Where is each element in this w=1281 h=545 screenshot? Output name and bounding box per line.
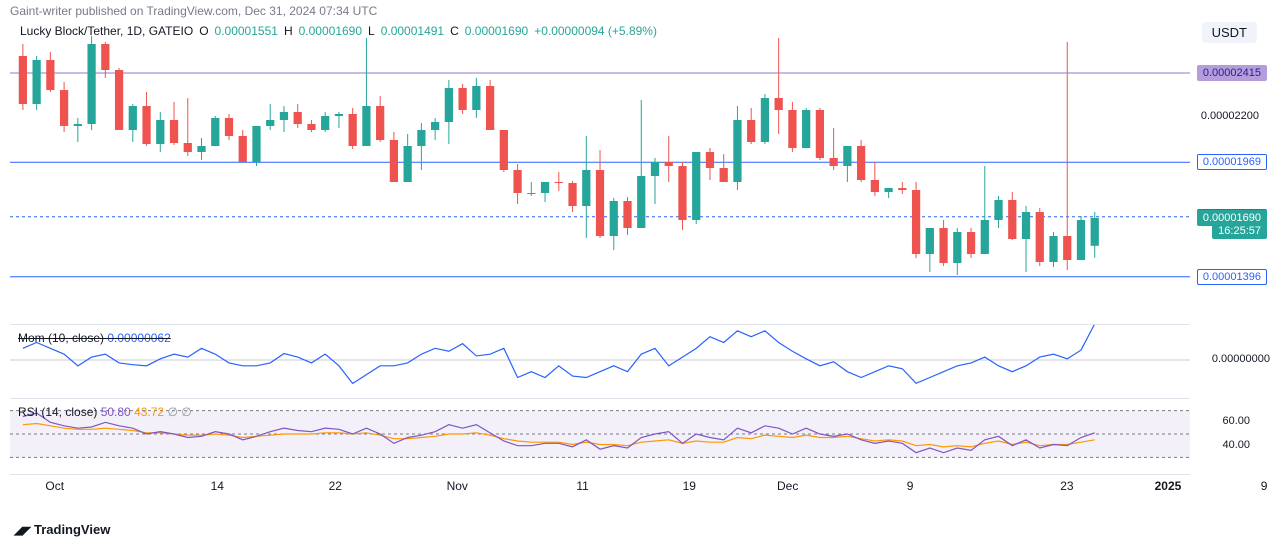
price-tag: 0.00001969: [1197, 154, 1267, 170]
time-tick: Dec: [777, 479, 798, 493]
time-tick: 23: [1060, 479, 1073, 493]
time-tick: 9: [1261, 479, 1268, 493]
price-tag: 0.00002415: [1197, 65, 1267, 81]
time-tick: 2025: [1155, 479, 1182, 493]
rsi-v2: 43.72: [134, 405, 164, 419]
publisher-info: Gaint-writer published on TradingView.co…: [10, 4, 377, 18]
time-tick: 19: [683, 479, 696, 493]
time-tick: 22: [329, 479, 342, 493]
rsi-tick: 60.00: [1222, 415, 1250, 427]
rsi-header: RSI (14, close) 50.80 43.72 ∅ ∅: [18, 405, 192, 419]
price-tag: 0.00001396: [1197, 269, 1267, 285]
price-tick: 0.00002200: [1197, 109, 1263, 123]
rsi-panel[interactable]: RSI (14, close) 50.80 43.72 ∅ ∅ 60.0040.…: [10, 398, 1190, 468]
momentum-panel[interactable]: Mom (10, close) 0.00000062 0.00000000: [10, 324, 1190, 394]
tradingview-watermark: TradingView: [14, 522, 110, 537]
time-axis[interactable]: Oct1422Nov1119Dec92320259: [10, 474, 1190, 494]
rsi-label: RSI (14, close): [18, 405, 97, 419]
mom-zero-label: 0.00000000: [1212, 353, 1270, 365]
rsi-null1: ∅: [167, 405, 177, 419]
time-tick: 11: [576, 479, 588, 493]
rsi-tick: 40.00: [1222, 439, 1250, 451]
time-tick: 9: [907, 479, 914, 493]
rsi-null2: ∅: [181, 405, 191, 419]
time-tick: Nov: [447, 479, 468, 493]
mom-header: Mom (10, close) 0.00000062: [18, 331, 171, 345]
rsi-v1: 50.80: [101, 405, 131, 419]
price-tag: 16:25:57: [1212, 223, 1267, 239]
time-tick: Oct: [45, 479, 64, 493]
mom-value: 0.00000062: [107, 331, 170, 345]
time-tick: 14: [211, 479, 224, 493]
mom-label: Mom (10, close): [18, 331, 104, 345]
candlestick-chart[interactable]: [10, 36, 1190, 316]
